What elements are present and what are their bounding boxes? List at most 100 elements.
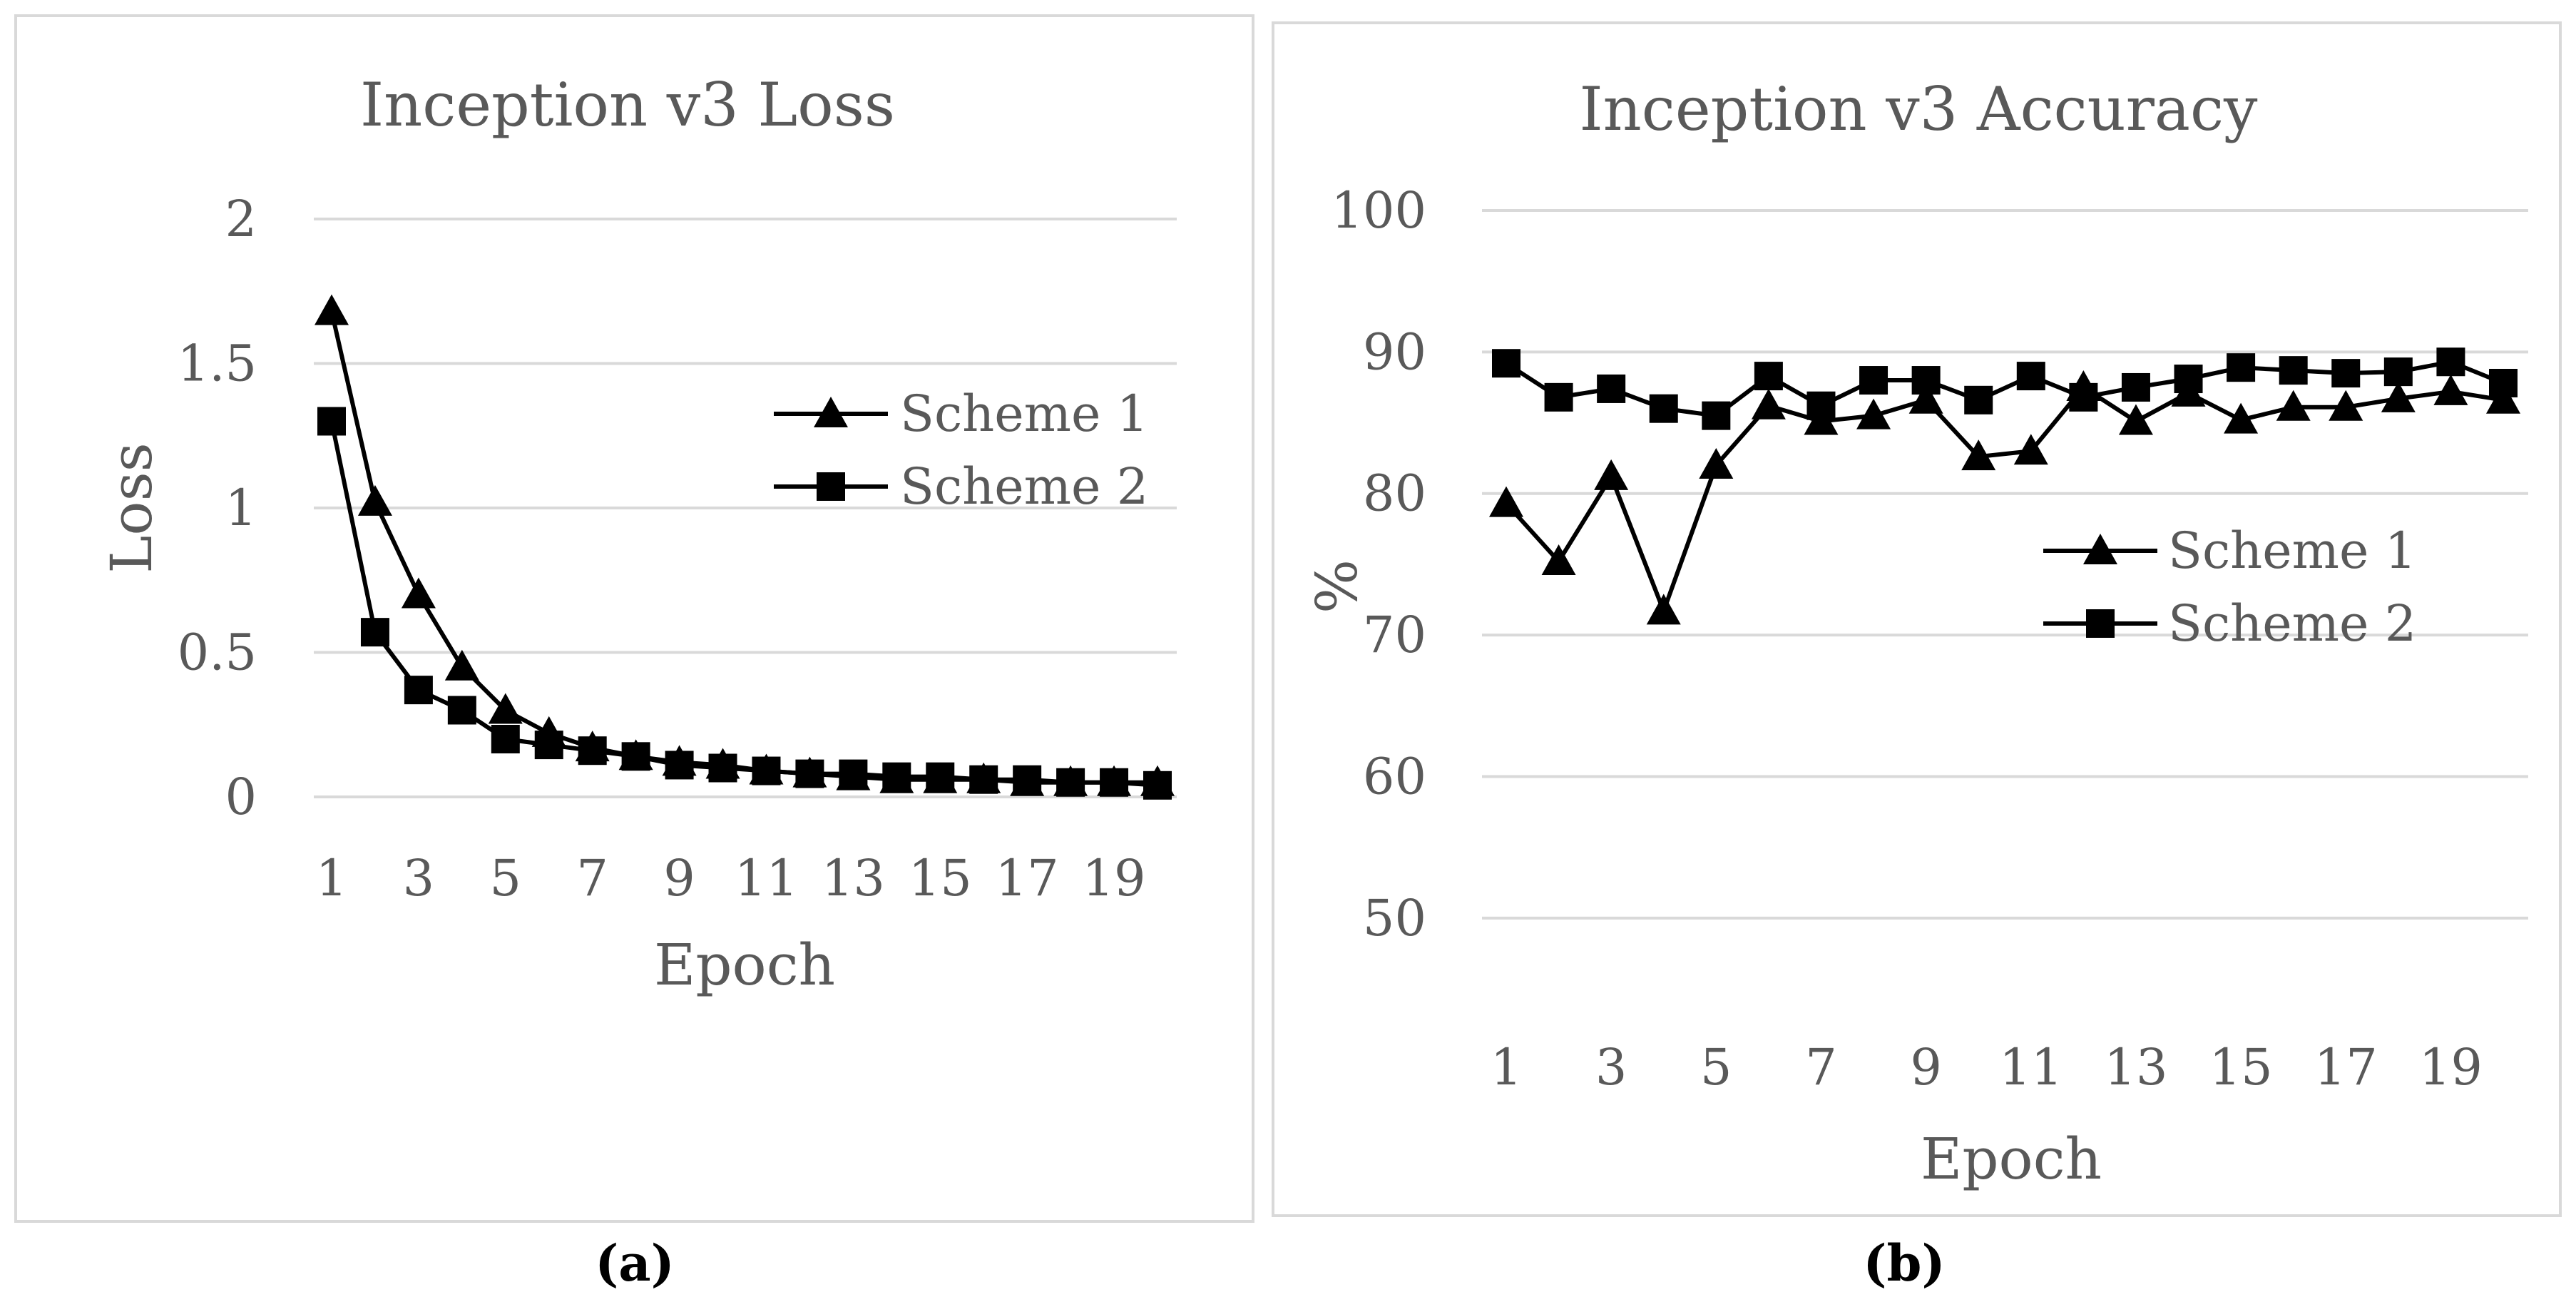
loss-scheme-2-point [969,765,998,794]
accuracy-x-tick-label: 13 [2104,1038,2167,1097]
accuracy-y-tick-label: 80 [1363,464,1426,523]
accuracy-scheme-2-point [1702,401,1731,430]
accuracy-x-tick-label: 5 [1700,1038,1732,1097]
loss-scheme-2-point [1100,768,1129,797]
accuracy-chart-legend: Scheme 1 Scheme 2 [2043,522,2416,653]
loss-x-tick-label: 19 [1083,849,1146,907]
loss-scheme-1-point [488,693,523,724]
accuracy-scheme-1-point [2381,381,2416,412]
panel-a-caption: (a) [595,1234,675,1293]
loss-y-tick-label: 0.5 [178,624,257,682]
accuracy-scheme-2-point [2331,359,2361,388]
accuracy-scheme-1-point [1541,544,1576,575]
accuracy-scheme-2-point [2121,372,2150,402]
loss-scheme-1-point [401,577,436,609]
accuracy-scheme-2-point [1859,366,1888,395]
loss-scheme-2-point [926,762,955,791]
loss-y-tick-label: 2 [225,190,257,248]
accuracy-x-tick-label: 7 [1805,1038,1837,1097]
accuracy-y-tick-label: 70 [1363,606,1426,664]
accuracy-x-tick-label: 1 [1491,1038,1523,1097]
accuracy-x-tick-label: 17 [2314,1038,2378,1097]
accuracy-y-tick-label: 60 [1363,747,1426,805]
loss-chart-series [315,294,1175,800]
loss-scheme-2-point [360,618,389,647]
loss-scheme-1-point [444,649,479,681]
legend-scheme-2-label: Scheme 2 [2168,594,2416,653]
accuracy-scheme-2-point [1544,382,1573,412]
accuracy-scheme-1-point [1908,382,1943,414]
accuracy-scheme-1-point [1594,459,1629,490]
panel-a-frame [14,14,1254,1223]
accuracy-scheme-1-point [2118,404,2153,435]
legend-scheme-2-label: Scheme 2 [900,457,1148,516]
panel-b-frame [1272,21,2562,1217]
loss-scheme-2-point [491,725,520,753]
accuracy-y-tick-label: 90 [1363,322,1426,381]
accuracy-scheme-2-point [2016,362,2045,391]
loss-scheme-2-point [317,407,346,436]
legend-scheme-1-marker [814,397,848,427]
accuracy-scheme-2-point [1597,374,1626,403]
accuracy-scheme-1-point [2276,390,2311,421]
accuracy-scheme-2-point [1754,362,1783,391]
loss-x-tick-label: 3 [403,849,435,907]
loss-scheme-2-point [795,759,824,788]
accuracy-scheme-1-point [2486,382,2520,414]
loss-chart-x-tick-labels: 1 3 5 7 9 11 13 15 17 19 [316,849,1146,907]
loss-chart-y-tick-labels: 0 0.5 1 1.5 2 [178,190,257,826]
loss-x-tick-label: 17 [996,849,1059,907]
loss-scheme-2-point [882,762,911,791]
accuracy-chart-x-axis-title: Epoch [1921,1126,2102,1192]
accuracy-scheme-2-point [2227,353,2256,382]
loss-x-tick-label: 13 [822,849,885,907]
loss-scheme-2-point [578,736,607,766]
accuracy-scheme-1-point [1856,398,1891,429]
accuracy-x-tick-label: 3 [1595,1038,1627,1097]
accuracy-chart-y-tick-labels: 50 60 70 80 90 100 [1331,181,1426,947]
accuracy-chart-series [1489,347,2520,625]
accuracy-scheme-2-point [1964,385,1993,415]
loss-scheme-2-point [447,696,476,725]
accuracy-scheme-2-point [1911,366,1941,395]
loss-chart-title: Inception v3 Loss [360,70,895,140]
accuracy-scheme-2-point [1806,391,1836,420]
loss-scheme-1-point [357,484,392,516]
loss-y-tick-label: 0 [225,768,257,826]
accuracy-scheme-1-point [1751,388,1786,419]
accuracy-scheme-1-point [1489,486,1523,517]
legend-scheme-2-marker [2086,609,2115,638]
accuracy-scheme-2-point [2174,365,2203,394]
accuracy-scheme-1-point [2433,374,2468,405]
accuracy-scheme-2-point [1492,349,1520,378]
accuracy-scheme-1-point [2224,402,2259,434]
loss-scheme-2-point [621,742,650,771]
loss-chart-y-axis-title: Loss [98,442,165,573]
accuracy-x-tick-label: 9 [1910,1038,1942,1097]
loss-chart: Inception v3 Loss 00.511.52 1 3 5 7 9 11 13 15 1… [98,70,1177,998]
loss-scheme-2-point [1056,768,1085,797]
loss-x-tick-label: 5 [490,849,522,907]
accuracy-scheme-1-point [1646,594,1681,625]
accuracy-scheme-1-point [1961,439,1996,471]
accuracy-scheme-2-point [2436,347,2465,377]
accuracy-chart-y-axis-title: % [1304,559,1370,614]
accuracy-scheme-2-point [2279,356,2308,385]
accuracy-chart-x-tick-labels: 1 3 5 7 9 11 13 15 17 19 [1491,1038,2483,1097]
loss-scheme-2-point [708,753,737,783]
loss-scheme-2-point [752,756,781,785]
accuracy-x-tick-label: 11 [1999,1038,2063,1097]
accuracy-scheme-1-point [2329,390,2363,421]
loss-y-tick-label: 1.5 [178,335,257,393]
loss-scheme-2-point [839,759,868,788]
accuracy-scheme-2-point [2383,357,2413,387]
loss-chart-x-axis-title: Epoch [654,932,835,998]
loss-chart-gridlines [314,218,1177,798]
panel-b-caption: (b) [1863,1234,1945,1293]
loss-scheme-2-point [665,751,694,780]
legend-scheme-1-label: Scheme 1 [900,385,1148,443]
loss-scheme-2-point [404,676,433,705]
accuracy-x-tick-label: 19 [2419,1038,2483,1097]
legend-scheme-2-marker [817,472,845,501]
